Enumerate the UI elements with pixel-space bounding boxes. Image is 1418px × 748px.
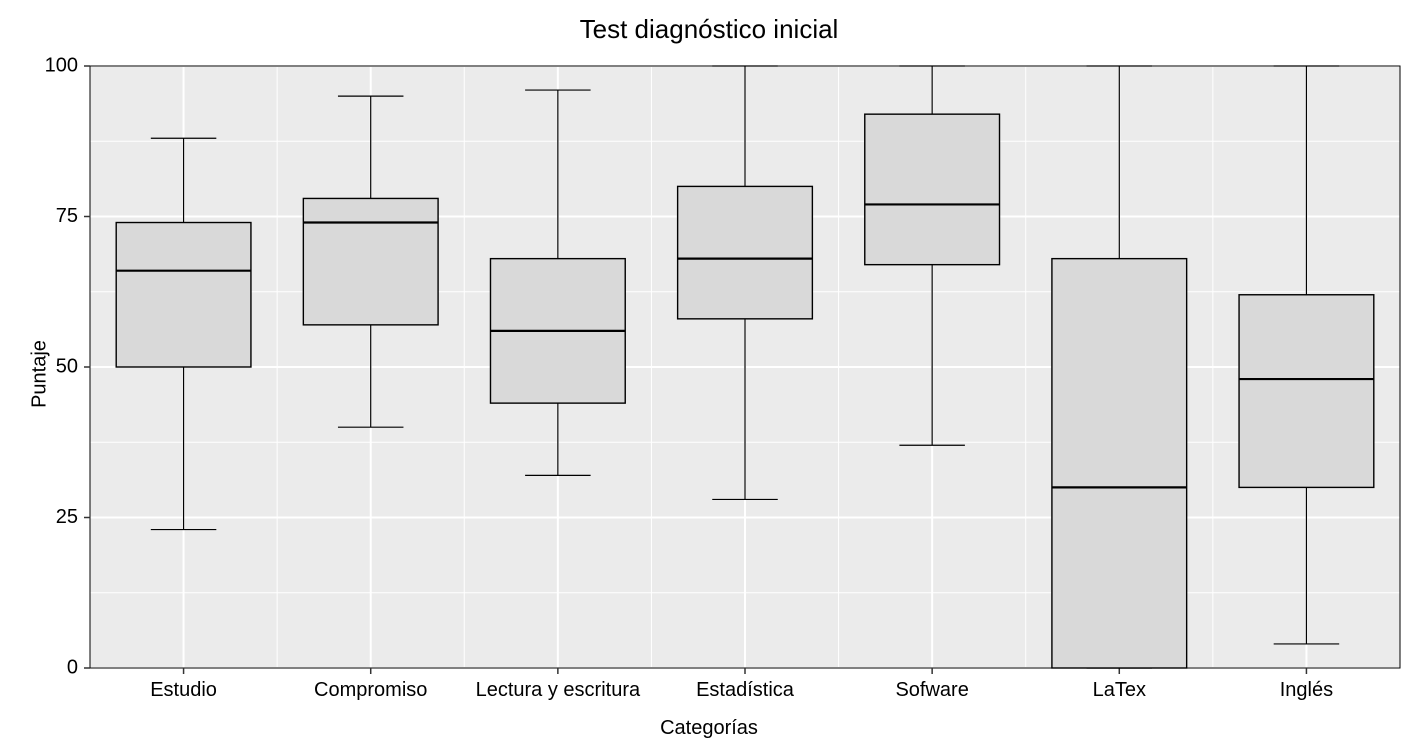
x-tick-label: Estudio [150, 679, 217, 701]
plot-svg: 0 25 50 75 100 Estudio Compromiso Lectura y esc… [0, 0, 1418, 748]
x-tick-label: Estadística [696, 679, 795, 701]
x-tick-label: Sofware [895, 679, 968, 701]
x-tick-label: Inglés [1280, 679, 1333, 701]
y-tick-label: 0 [67, 656, 78, 678]
x-tick-label: LaTex [1093, 679, 1146, 701]
y-tick-label: 75 [56, 205, 78, 227]
y-tick-label: 100 [45, 54, 78, 76]
x-tick-label: Lectura y escritura [476, 679, 641, 701]
x-tick-label: Compromiso [314, 679, 427, 701]
y-tick-label: 25 [56, 506, 78, 528]
boxplot-chart: Test diagnóstico inicial Puntaje Categor… [0, 0, 1418, 748]
y-tick-label: 50 [56, 355, 78, 377]
